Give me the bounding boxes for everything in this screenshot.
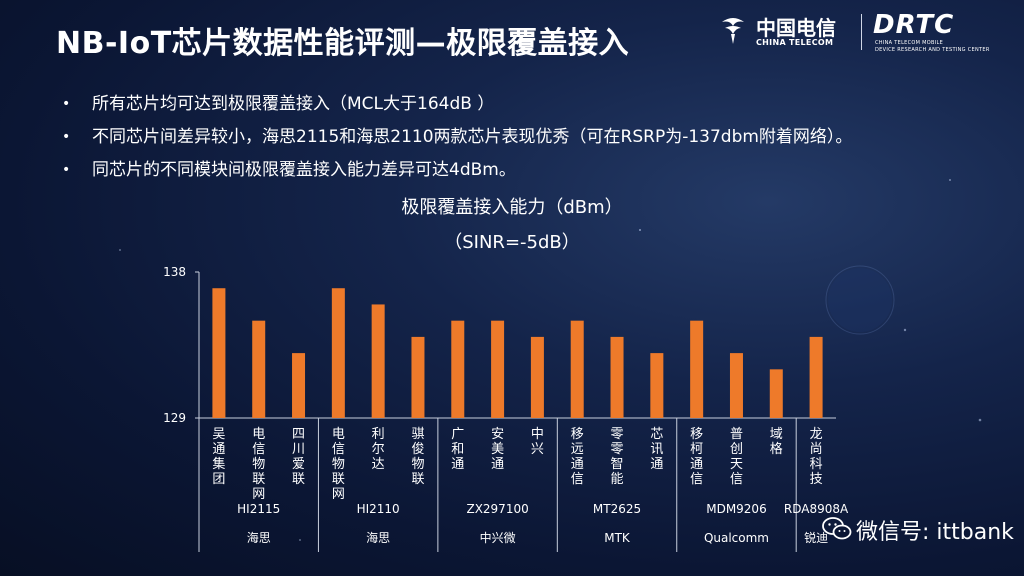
vendor-label: 中兴微	[480, 530, 516, 545]
x-tick-label: 芯讯通	[650, 427, 663, 472]
bullet-list: • 所有芯片均可达到极限覆盖接入（MCL大于164dB ） • 不同芯片间差异较小，…	[62, 88, 852, 187]
bullet-item: • 所有芯片均可达到极限覆盖接入（MCL大于164dB ）	[62, 88, 852, 121]
chip-label: ZX297100	[466, 502, 528, 516]
bar	[411, 336, 425, 418]
china-telecom-en-text: CHINA TELECOM	[756, 38, 834, 47]
x-tick-label: 移远通信	[571, 427, 584, 487]
bar	[570, 320, 584, 418]
bar	[371, 304, 385, 418]
china-telecom-swirl-icon	[722, 18, 744, 44]
x-tick-label: 普创天信	[730, 427, 743, 487]
x-tick-label: 吴通集团	[212, 427, 225, 487]
bar	[729, 353, 743, 418]
bullet-text: 所有芯片均可达到极限覆盖接入（MCL大于164dB ）	[92, 94, 495, 114]
x-tick-label: 利尔达	[372, 427, 385, 472]
vendor-label: 海思	[366, 530, 390, 545]
x-tick-label: 龙尚科技	[810, 427, 823, 487]
bar	[690, 320, 704, 418]
bar	[610, 336, 624, 418]
bullet-text: 同芯片的不同模块间极限覆盖接入能力差异可达4dBm。	[92, 160, 516, 180]
chip-label: RDA8908A	[784, 502, 849, 516]
x-tick-label: 四川爱联	[292, 427, 305, 487]
x-tick-label: 域格	[770, 427, 783, 457]
china-telecom-cn-text: 中国电信	[756, 16, 836, 40]
bar	[809, 336, 823, 418]
logo-divider	[861, 14, 862, 50]
bar	[491, 320, 505, 418]
chip-label: HI2115	[237, 502, 280, 516]
chip-label: MT2625	[593, 502, 641, 516]
vendor-label: 海思	[247, 530, 271, 545]
chart-subtitle: （SINR=-5dB）	[444, 232, 580, 253]
vendor-label: MTK	[604, 531, 631, 545]
x-tick-label: 中兴	[531, 427, 544, 457]
bar	[530, 336, 544, 418]
x-tick-label: 安美通	[491, 427, 504, 472]
bar	[212, 288, 226, 418]
bullet-text: 不同芯片间差异较小，海思2115和海思2110两款芯片表现优秀（可在RSRP为-…	[92, 127, 853, 147]
y-tick-label: 129	[163, 411, 186, 425]
bar	[252, 320, 266, 418]
chart-title: 极限覆盖接入能力（dBm）	[401, 197, 623, 218]
bullet-item: • 同芯片的不同模块间极限覆盖接入能力差异可达4dBm。	[62, 154, 852, 187]
bullet-marker: •	[62, 96, 71, 112]
x-tick-label: 移柯通信	[690, 427, 703, 487]
watermark-text: 微信号: ittbank	[856, 520, 1014, 545]
x-tick-label: 零零智能	[611, 427, 624, 487]
vendor-label: Qualcomm	[704, 531, 769, 545]
chip-label: MDM9206	[706, 502, 767, 516]
wechat-icon	[822, 517, 852, 540]
bar	[451, 320, 465, 418]
x-tick-label: 广和通	[451, 427, 464, 472]
drtc-subtitle-2: DEVICE RESEARCH AND TESTING CENTER	[875, 47, 990, 53]
drtc-logo: DRTC CHINA TELECOM MOBILE DEVICE RESEARC…	[873, 10, 1003, 54]
vendor-label: 锐迪	[804, 531, 828, 545]
china-telecom-logo: 中国电信 CHINA TELECOM	[716, 10, 846, 54]
y-tick-label: 138	[163, 265, 186, 279]
bullet-marker: •	[62, 162, 71, 178]
bar	[292, 353, 306, 418]
bullet-item: • 不同芯片间差异较小，海思2115和海思2110两款芯片表现优秀（可在RSRP为…	[62, 121, 852, 154]
drtc-wordmark: DRTC	[873, 10, 955, 40]
bar	[650, 353, 664, 418]
x-tick-label: 电信物联网	[252, 427, 265, 502]
bullet-marker: •	[62, 129, 71, 145]
chip-label: HI2110	[357, 502, 400, 516]
x-tick-label: 电信物联网	[332, 427, 345, 502]
bar	[331, 288, 345, 418]
bar	[769, 369, 783, 418]
slide-title: NB-IoT芯片数据性能评测—极限覆盖接入	[56, 26, 630, 61]
x-tick-label: 骐俊物联	[411, 427, 424, 487]
drtc-subtitle-1: CHINA TELECOM MOBILE	[875, 40, 944, 46]
